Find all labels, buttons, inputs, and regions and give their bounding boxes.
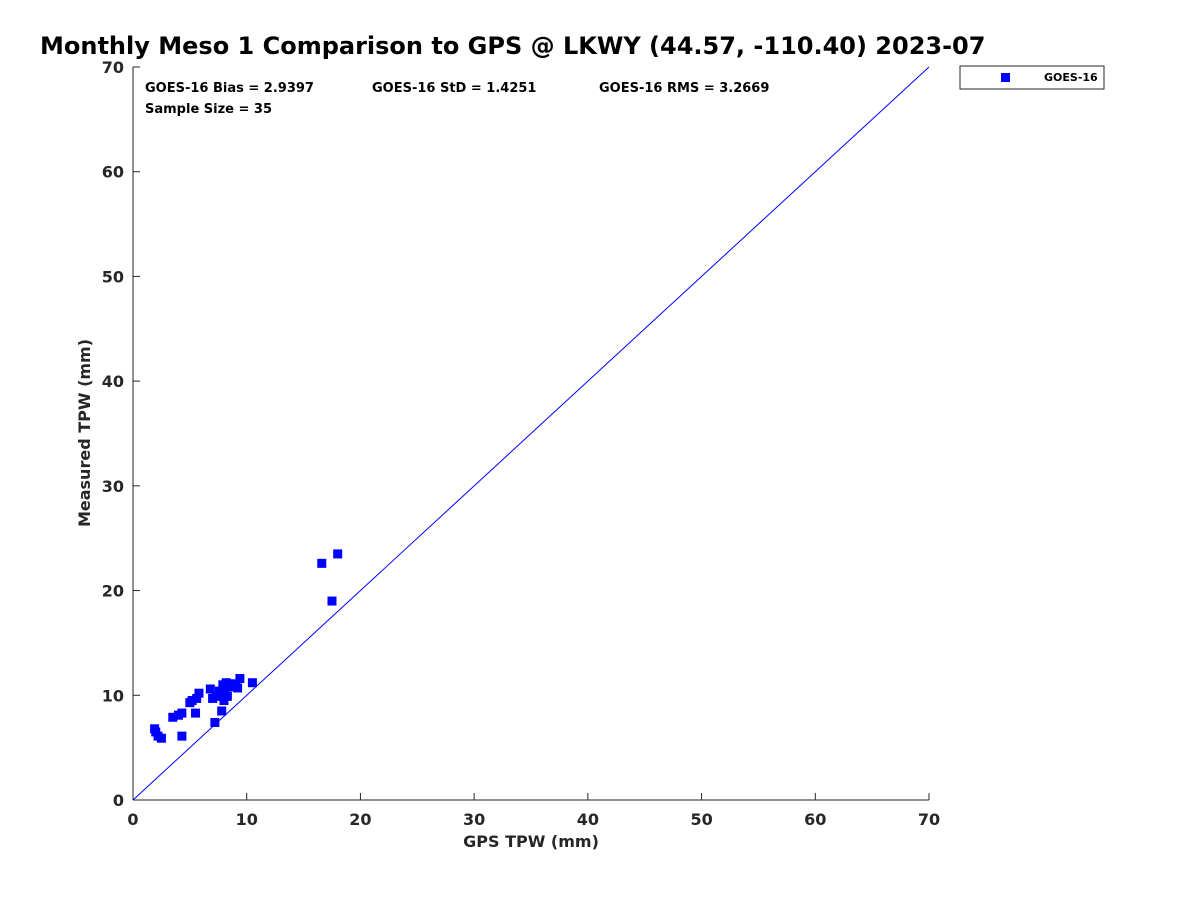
y-tick-label: 30 [102,477,124,496]
data-point [214,686,224,696]
sample-size-stat: Sample Size = 35 [145,102,272,117]
data-point [192,693,202,703]
data-point [168,712,178,722]
data-point [333,549,343,559]
y-tick-label: 70 [102,58,124,77]
y-tick-label: 60 [102,163,124,182]
x-axis-label: GPS TPW (mm) [463,832,599,851]
x-tick-label: 60 [804,810,826,829]
data-point [205,684,215,694]
x-tick-label: 70 [918,810,940,829]
data-point [211,691,221,701]
data-point [217,706,227,716]
data-point [235,674,245,684]
std-stat: GOES-16 StD = 1.4251 [372,81,536,96]
x-tick-label: 40 [577,810,599,829]
x-tick-label: 10 [236,810,258,829]
rms-stat: GOES-16 RMS = 3.2669 [599,81,769,96]
x-tick-label: 30 [463,810,485,829]
legend: GOES-16 [959,65,1105,90]
data-point [156,733,166,743]
plot-area: 0 10 20 30 40 50 60 70 0 10 20 30 40 50 60 70 [102,58,940,829]
data-point [233,683,243,693]
data-point [177,708,187,718]
legend-box [959,65,1105,90]
y-tick-label: 20 [102,582,124,601]
y-axis-label: Measured TPW (mm) [75,339,94,527]
legend-label: GOES-16 [1044,71,1098,84]
x-tick-label: 20 [349,810,371,829]
one-to-one-line [132,66,930,801]
y-tick-label: 40 [102,372,124,391]
stats-annotations: GOES-16 Bias = 2.9397 GOES-16 StD = 1.42… [145,81,769,117]
x-tick-label: 0 [127,810,138,829]
data-point [194,688,204,698]
data-point [210,718,220,728]
data-point [247,678,257,688]
data-point [317,558,327,568]
data-point [327,596,337,606]
data-point [187,696,197,706]
data-point [177,731,187,741]
y-tick-label: 0 [113,791,124,810]
data-point [191,708,201,718]
y-tick-label: 50 [102,267,124,286]
legend-marker [1001,73,1010,82]
y-tick-label: 10 [102,686,124,705]
x-tick-label: 50 [690,810,712,829]
data-point [222,691,232,701]
chart-title: Monthly Meso 1 Comparison to GPS @ LKWY … [40,32,985,60]
bias-stat: GOES-16 Bias = 2.9397 [145,81,314,96]
